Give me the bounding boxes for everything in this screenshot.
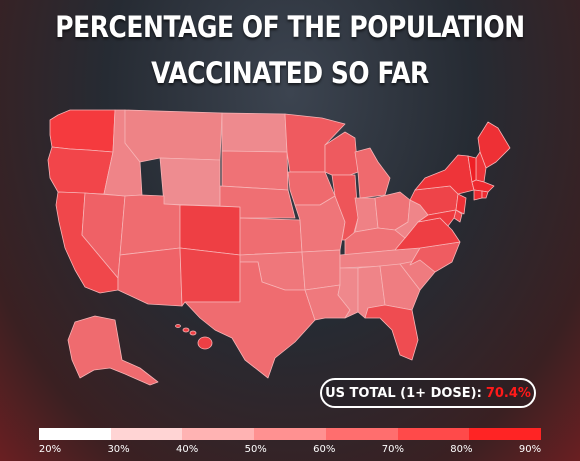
state-MD — [417, 209, 457, 227]
legend-tick-label: 40% — [176, 444, 199, 455]
legend-ticks: 20% 30% 40% 50% 60% 70% 80% 90% — [0, 444, 580, 458]
state-CT — [473, 189, 483, 201]
us-total-badge: US TOTAL (1+ DOSE): 70.4% — [320, 378, 536, 408]
legend-tick-label: 30% — [107, 444, 130, 455]
legend-tick-label: 50% — [244, 444, 267, 455]
state-SD — [221, 150, 289, 191]
state-CO — [179, 204, 241, 256]
title-line-1: PERCENTAGE OF THE POPULATION — [55, 10, 525, 44]
state-IN — [354, 197, 379, 233]
state-AK — [67, 315, 159, 386]
us-total-label: US TOTAL (1+ DOSE): — [325, 385, 482, 401]
state-KS — [239, 217, 303, 256]
legend-tick-label: 80% — [450, 444, 473, 455]
state-WY — [159, 157, 221, 207]
state-RI — [481, 190, 489, 199]
state-GA — [379, 263, 421, 311]
legend-swatch — [469, 428, 542, 440]
state-FL — [364, 304, 419, 361]
state-WA — [49, 109, 116, 153]
legend-swatch — [182, 428, 255, 440]
us-total-value: 70.4% — [485, 385, 531, 401]
state-AZ — [117, 247, 183, 307]
legend-tick-label: 20% — [38, 444, 62, 455]
state-HI — [175, 324, 213, 350]
legend-tick-label: 60% — [313, 444, 336, 455]
state-ND — [221, 112, 288, 153]
color-legend — [39, 428, 542, 440]
state-NJ — [455, 193, 467, 215]
title-line-2: VACCINATED SO FAR — [151, 56, 429, 90]
state-WI — [324, 131, 359, 176]
legend-swatch — [254, 428, 326, 440]
state-MI — [354, 147, 391, 199]
state-MT — [124, 109, 223, 163]
legend-swatch — [39, 428, 111, 440]
legend-tick-label: 70% — [381, 444, 404, 455]
legend-swatch — [325, 428, 398, 440]
state-TX — [184, 261, 316, 379]
legend-swatch — [397, 428, 470, 440]
state-AR — [301, 249, 341, 291]
legend-swatch — [110, 428, 183, 440]
legend-tick-label: 90% — [518, 444, 542, 455]
state-NM — [179, 247, 241, 307]
state-OR — [47, 146, 114, 195]
